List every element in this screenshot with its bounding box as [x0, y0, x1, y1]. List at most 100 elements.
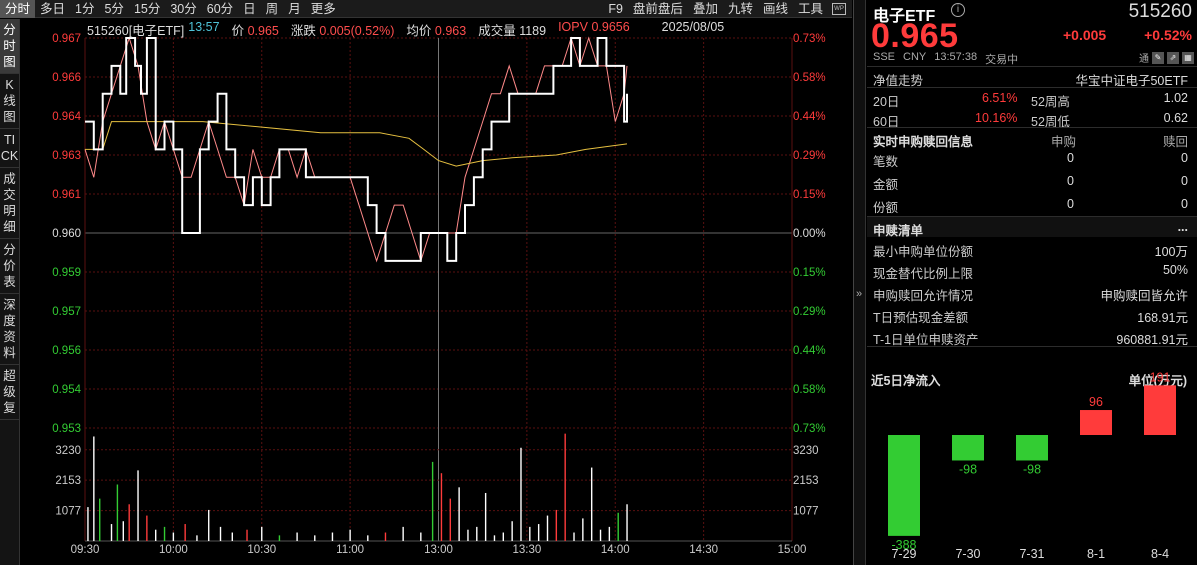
period-toolbar: 分时 多日 1分 5分 15分 30分 60分日周月更多 F9 盘前盘后 叠加 九转 画线 工具 WP: [0, 0, 852, 18]
price-tick-label: 0.967: [52, 33, 81, 45]
quote-time: 13:57:38: [934, 51, 978, 63]
w52-high-label: 52周高: [1031, 95, 1070, 109]
net-inflow-bar: [952, 435, 984, 461]
realtime-row-label: 份额: [873, 201, 899, 215]
realtime-title: 实时申购赎回信息: [873, 135, 974, 149]
iopv-value: 0.9656: [591, 20, 630, 34]
period-tab-1[interactable]: 多日: [40, 1, 66, 16]
side-tab-6[interactable]: 超级复: [0, 365, 19, 420]
realtime-row-label: 笔数: [873, 155, 899, 169]
side-tab-5[interactable]: 深度资料: [0, 294, 19, 365]
period-tab-5[interactable]: 30分: [170, 1, 197, 16]
intraday-chart-svg[interactable]: 0.967 0.73% 0.966 0.58% 0.964 0.44% 0.963 0.29%…: [21, 19, 852, 565]
list-row-value: 960881.91元: [1116, 333, 1188, 347]
period-tab-2[interactable]: 1分: [75, 1, 95, 16]
avg-value: 0.963: [434, 24, 467, 38]
index-name: 华宝中证电子50ETF: [1075, 74, 1188, 88]
net-inflow-date: 7-30: [955, 547, 980, 561]
net-inflow-title: 近5日净流入: [871, 373, 941, 388]
period-tab-0[interactable]: 分时: [0, 0, 36, 18]
nav-trend-label: 净值走势: [873, 74, 924, 88]
tool-tab-2[interactable]: 叠加: [692, 1, 718, 16]
net-inflow-date: 8-1: [1087, 547, 1105, 561]
period-tab-8[interactable]: 周: [265, 1, 279, 16]
realtime-redeem-value: 0: [1181, 151, 1188, 165]
side-tab-4[interactable]: 分价表: [0, 239, 19, 294]
trading-status: 交易中: [985, 54, 1019, 66]
d60-value: 10.16%: [975, 111, 1018, 125]
volume-tick-label-right: 3230: [793, 445, 819, 457]
realtime-row: 金额 0 0: [867, 170, 1197, 192]
d20-value: 6.51%: [982, 91, 1018, 105]
side-tab-1[interactable]: K线图: [0, 74, 19, 129]
time-tick-label: 13:30: [512, 544, 541, 556]
net-inflow-value: -98: [959, 462, 977, 476]
period-tab-6[interactable]: 60分: [206, 1, 234, 16]
volume-tick-label: 3230: [55, 445, 81, 457]
wp-icon[interactable]: WP: [832, 2, 846, 15]
side-tab-2[interactable]: TICK: [0, 129, 19, 168]
chart-date: 2025/08/05: [661, 20, 725, 34]
net-inflow-value: 191: [1150, 372, 1171, 384]
edit-icon[interactable]: ✎: [1152, 51, 1164, 64]
price-tick-label: 0.966: [52, 72, 81, 84]
expand-icon[interactable]: »: [856, 288, 863, 300]
net-inflow-date: 8-4: [1151, 547, 1169, 561]
period-tab-7[interactable]: 日: [243, 1, 256, 16]
w52-low-value: 0.62: [1163, 111, 1188, 125]
list-row-label: 申购赎回允许情况: [873, 289, 974, 303]
nav-trend-row[interactable]: 净值走势 华宝中证电子50ETF: [867, 66, 1197, 88]
security-code: 515260: [1128, 1, 1192, 22]
volume-tick-label: 2153: [55, 475, 81, 487]
security-name: 电子ETF: [873, 8, 936, 25]
volume-tick-label-right: 1077: [793, 506, 819, 518]
net-inflow-unit: 单位(万元): [1129, 373, 1187, 388]
pct-tick-label: 0.29%: [793, 150, 826, 162]
net-inflow-bar: [1080, 410, 1112, 435]
chart-code-name: 515260[电子ETF]: [87, 24, 185, 38]
info-icon[interactable]: i: [951, 3, 965, 17]
list-row-label: T-1日单位申赎资产: [873, 333, 979, 347]
tool-tab-0[interactable]: F9: [608, 1, 623, 16]
currency: CNY: [903, 51, 927, 63]
list-header[interactable]: 申赎清单 ...: [867, 217, 1197, 238]
more-button[interactable]: ...: [1177, 220, 1188, 234]
time-tick-label: 10:30: [247, 544, 276, 556]
link-icon[interactable]: ⇗: [1167, 51, 1179, 64]
tool-tab-3[interactable]: 九转: [727, 1, 753, 16]
tool-tab-1[interactable]: 盘前盘后: [632, 1, 683, 16]
period-tab-9[interactable]: 月: [288, 1, 301, 16]
price-tick-label: 0.959: [52, 267, 81, 279]
price-tick-label: 0.956: [52, 345, 81, 357]
pct-tick-label: 0.15%: [793, 267, 826, 279]
side-tab-0[interactable]: 分时图: [0, 19, 19, 74]
tool-tab-4[interactable]: 画线: [762, 1, 788, 16]
tool-tab-5[interactable]: 工具: [797, 1, 823, 16]
side-tab-3[interactable]: 成交明细: [0, 168, 19, 239]
w52-low-label: 52周低: [1031, 115, 1070, 129]
net-inflow-bar: [1016, 435, 1048, 461]
list-row-value: 申购赎回皆允许: [1100, 289, 1188, 303]
pct-tick-label: 0.73%: [793, 33, 826, 45]
realtime-redeem-value: 0: [1181, 174, 1188, 188]
price-label: 价: [231, 24, 245, 38]
panel-expander[interactable]: »: [854, 0, 866, 565]
period-tab-10[interactable]: 更多: [310, 1, 336, 16]
redeem-header: 赎回: [1162, 135, 1188, 149]
price-value: 0.965: [247, 24, 279, 38]
last-price: 0.965: [871, 17, 959, 55]
volume-value: 1189: [519, 24, 547, 38]
w52-high-value: 1.02: [1163, 91, 1188, 105]
time-tick-label: 09:30: [71, 544, 100, 556]
net-inflow-chart: 近5日净流入 单位(万元) -388 7-29 -98 7-30 -98 7-31 96 8-1 1…: [867, 370, 1197, 565]
realtime-subscribe-value: 0: [1067, 151, 1074, 165]
grid-icon[interactable]: ▦: [1182, 51, 1194, 64]
period-tab-3[interactable]: 5分: [104, 1, 124, 16]
intraday-chart[interactable]: 0.967 0.73% 0.966 0.58% 0.964 0.44% 0.963 0.29%…: [21, 19, 852, 565]
net-inflow-value: 96: [1089, 395, 1103, 409]
period-tab-4[interactable]: 15分: [133, 1, 161, 16]
pct-tick-label: 0.73%: [793, 423, 826, 435]
list-row-label: 现金替代比例上限: [873, 267, 974, 281]
side-tab-bar: 分时图 K线图 TICK 成交明细 分价表 深度资料 超级复: [0, 19, 20, 565]
change-label: 涨跌: [290, 24, 316, 38]
